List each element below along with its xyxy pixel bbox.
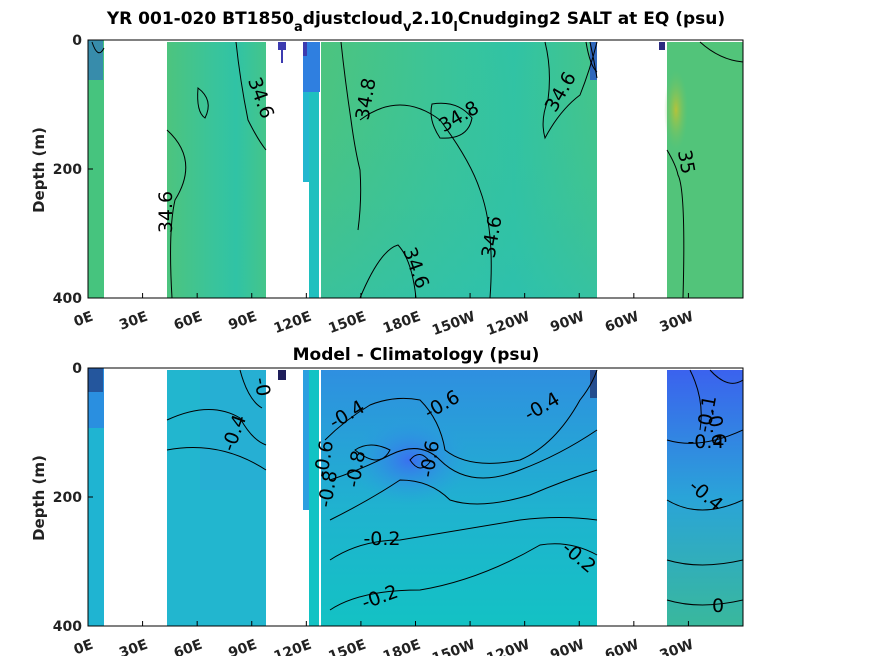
x-tick-label: 150E	[326, 309, 368, 337]
x-tick-label: 60E	[172, 309, 205, 334]
chart-title-bottom: Model - Climatology (psu)	[293, 345, 540, 365]
chart-title-top: YR 001-020 BT1850adjustcloudv2.10lCnudgi…	[106, 9, 725, 35]
x-tick-label: 60W	[603, 309, 641, 336]
x-ticks-top: 0E 30E 60E 90E 120E 150E 180E 150W 120W 90W 60W 30W	[72, 293, 696, 339]
x-tick-label: 30E	[117, 309, 150, 334]
y-ticks-bottom: 0 200 400	[53, 361, 93, 635]
x-tick-label: 180E	[381, 309, 423, 337]
y-axis-label-top: Depth (m)	[30, 127, 48, 213]
x-tick-label: 120E	[272, 309, 314, 337]
y-ticks-top: 0 200 400	[53, 33, 93, 307]
indonesian-throughflow	[303, 42, 320, 92]
x-tick-label: 120W	[485, 309, 532, 339]
ocean-segment-atlantic-east	[88, 40, 104, 298]
contour-label: 35	[673, 148, 699, 176]
x-tick-label: 90E	[226, 637, 259, 656]
contour-label: 0	[712, 595, 724, 617]
x-tick-label: 0E	[72, 637, 96, 656]
salinity-contours	[91, 41, 743, 299]
contour-label: -0.4	[687, 431, 724, 453]
panel-difference: -0.4-0-0.4 -0.6-0.6-0.8-0.6-0.4-0.8-0.6-0…	[30, 345, 744, 656]
ocean-segment-pacific	[321, 370, 597, 626]
contour-label: -0.2	[363, 528, 400, 550]
ocean-segment-atlantic-west	[667, 370, 743, 626]
x-tick-label: 30W	[657, 309, 695, 336]
x-tick-label: 150W	[430, 637, 477, 656]
difference-field	[88, 368, 743, 626]
contour-label: 34.6	[155, 191, 177, 233]
island-marker	[278, 42, 286, 50]
y-tick-label: 200	[53, 490, 82, 506]
x-tick-label: 150W	[430, 309, 477, 339]
x-tick-label: 90W	[548, 309, 586, 336]
x-tick-label: 90W	[548, 637, 586, 656]
x-tick-label: 90E	[226, 309, 259, 334]
x-tick-label: 30E	[117, 637, 150, 656]
y-tick-label: 400	[53, 291, 82, 307]
x-tick-label: 30W	[657, 637, 695, 656]
y-tick-label: 400	[53, 619, 82, 635]
ocean-segment-atlantic-east	[88, 368, 104, 626]
y-tick-label: 0	[72, 361, 82, 377]
difference-contours	[166, 369, 743, 611]
x-tick-label: 0E	[72, 309, 96, 331]
x-tick-label: 120E	[272, 637, 314, 656]
y-tick-label: 0	[72, 33, 82, 49]
x-tick-label: 60W	[603, 637, 641, 656]
x-tick-label: 180E	[381, 637, 423, 656]
y-tick-label: 200	[53, 162, 82, 178]
salinity-field	[88, 40, 743, 298]
x-tick-label: 60E	[172, 637, 205, 656]
x-tick-label: 150E	[326, 637, 368, 656]
y-axis-label-bottom: Depth (m)	[30, 455, 48, 541]
contour-label: -0	[249, 376, 274, 398]
ocean-segment-indian	[167, 42, 266, 298]
x-tick-label: 120W	[485, 637, 532, 656]
